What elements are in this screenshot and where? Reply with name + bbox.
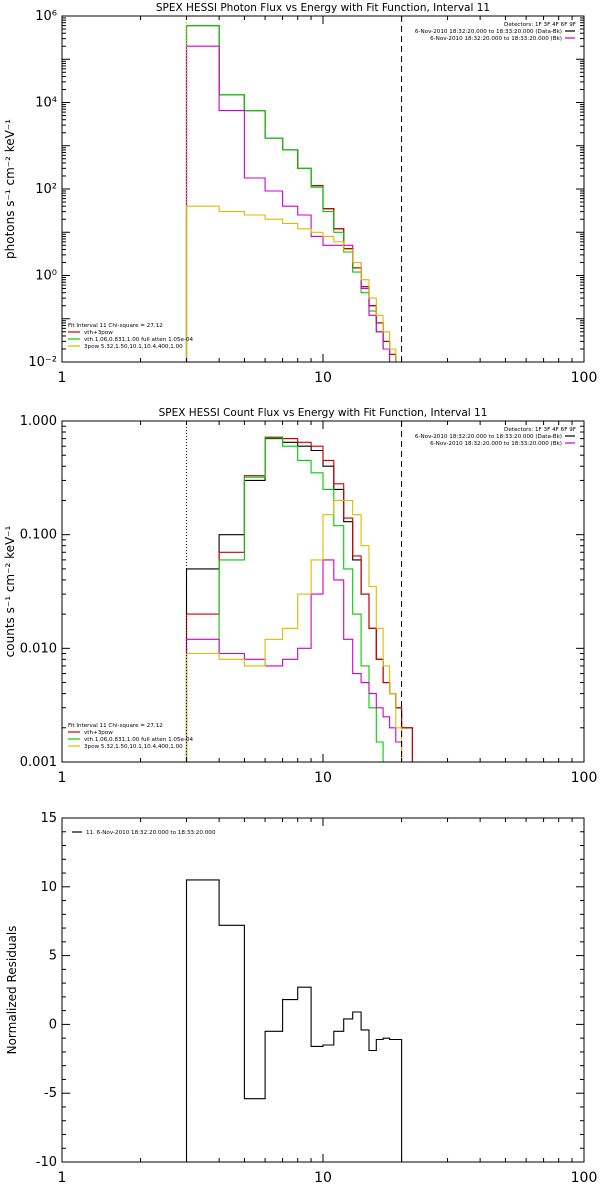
y-tick-label: -5	[44, 1086, 57, 1101]
y-axis-label: photons s⁻¹ cm⁻² keV⁻¹	[3, 119, 17, 259]
fit-legend-entry: vth 1.06,0.831,1.00 full atten 1.05e-04	[84, 337, 194, 343]
x-tick-label: 10	[314, 770, 332, 786]
legend-entry: Detectors: 1F 3F 4F 6F 9F	[504, 22, 576, 28]
y-axis-label: Normalized Residuals	[5, 926, 19, 1055]
legend-entry: 6-Nov-2010 18:32:20.000 to 18:33:20.000 …	[430, 441, 562, 447]
y-tick-label: 5	[49, 949, 57, 964]
y-tick-label: 10⁴	[35, 96, 57, 111]
x-tick-label: 10	[314, 1170, 332, 1186]
series-3-line	[185, 25, 413, 362]
legend-entry: Detectors: 1F 3F 4F 6F 9F	[504, 427, 576, 433]
x-tick-label: 1	[58, 1170, 67, 1186]
legend-entry: 11. 6-Nov-2010 18:32:20.000 to 18:33:20.…	[86, 830, 216, 836]
panel-1: SPEX HESSI Photon Flux vs Energy with Fi…	[3, 2, 597, 386]
series-5-line	[185, 205, 413, 362]
y-tick-label: 0	[49, 1017, 57, 1032]
x-tick-label: 100	[571, 770, 598, 786]
x-tick-label: 100	[571, 1170, 598, 1186]
y-tick-label: 10⁰	[35, 269, 57, 284]
series-2-line	[185, 436, 413, 762]
y-tick-label: 10²	[35, 182, 57, 197]
y-tick-label: 15	[40, 811, 57, 826]
legend-entry: 6-Nov-2010 18:32:20.000 to 18:33:20.000 …	[415, 29, 562, 35]
y-tick-label: 10⁻²	[28, 355, 57, 370]
y-axis-label: counts s⁻¹ cm⁻² keV⁻¹	[3, 525, 17, 657]
series-1-line	[185, 879, 403, 1162]
series-4-line	[185, 559, 413, 762]
series-4-line	[185, 45, 413, 362]
y-tick-label: -10	[36, 1155, 57, 1170]
legend-entry: 6-Nov-2010 18:32:20.000 to 18:33:20.000 …	[415, 434, 562, 440]
series-5-line	[185, 499, 413, 762]
y-tick-label: 0.010	[20, 641, 57, 656]
fit-legend-entry: vth 1.06,0.831,1.00 full atten 1.05e-04	[84, 737, 194, 743]
fit-legend-entry: 3pow 5.32,1.50,10.1,10.4,400,1.00	[84, 744, 183, 750]
y-tick-label: 10⁶	[35, 9, 57, 24]
series-2-line	[185, 25, 413, 362]
chart-title: SPEX HESSI Count Flux vs Energy with Fit…	[159, 407, 488, 419]
fit-legend-entry: Fit Interval 11 Chi-square = 27.12	[68, 723, 163, 729]
y-tick-label: 0.001	[20, 755, 57, 770]
y-tick-label: 1.000	[20, 414, 57, 429]
series-3-line	[185, 437, 413, 762]
x-tick-label: 1	[58, 370, 67, 386]
plot-frame	[61, 817, 585, 1163]
y-tick-label: 0.100	[20, 528, 57, 543]
chart-title: SPEX HESSI Photon Flux vs Energy with Fi…	[156, 2, 490, 14]
fit-legend-entry: vth+3pow	[84, 330, 113, 336]
series-1-line	[185, 25, 413, 362]
legend-entry: 6-Nov-2010 18:32:20.000 to 18:33:20.000 …	[430, 36, 562, 42]
y-tick-label: 10	[40, 880, 57, 895]
fit-legend-entry: 3pow 5.32,1.50,10.1,10.4,400,1.00	[84, 344, 183, 350]
series-1-line	[185, 438, 413, 762]
x-tick-label: 1	[58, 770, 67, 786]
panel-2: SPEX HESSI Count Flux vs Energy with Fit…	[3, 407, 597, 786]
fit-legend-entry: vth+3pow	[84, 730, 113, 736]
x-tick-label: 100	[571, 370, 598, 386]
x-tick-label: 10	[314, 370, 332, 386]
panel-3: Normalized Residuals 1 10 100 15 10 5 0 -5 -10 11.…	[5, 811, 597, 1186]
fit-legend-entry: Fit Interval 11 Chi-square = 27.12	[68, 323, 163, 329]
